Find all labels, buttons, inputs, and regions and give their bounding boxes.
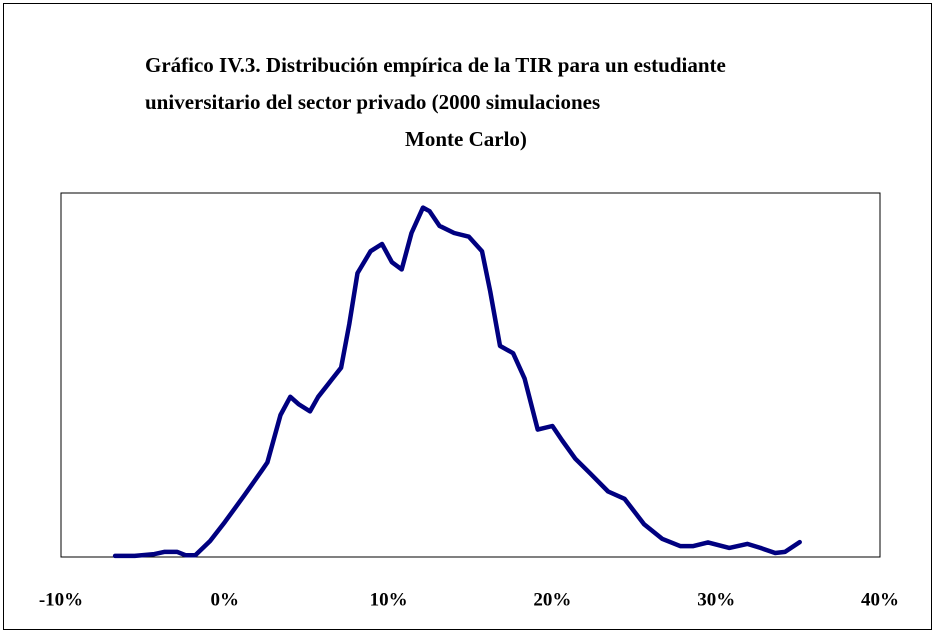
x-tick-label: 20% — [533, 589, 571, 610]
x-tick-label: 0% — [211, 589, 240, 610]
x-tick-label: 40% — [861, 589, 899, 610]
chart-title: Gráfico IV.3. Distribución empírica de l… — [145, 53, 726, 77]
chart-title: universitario del sector privado (2000 s… — [145, 90, 600, 114]
data-line — [112, 205, 802, 559]
x-tick-label: -10% — [39, 589, 83, 610]
chart-border — [3, 3, 932, 630]
x-tick-label: 10% — [370, 589, 408, 610]
plot-area — [60, 192, 881, 558]
x-tick-label: 30% — [697, 589, 735, 610]
chart-title: Monte Carlo) — [405, 127, 527, 151]
